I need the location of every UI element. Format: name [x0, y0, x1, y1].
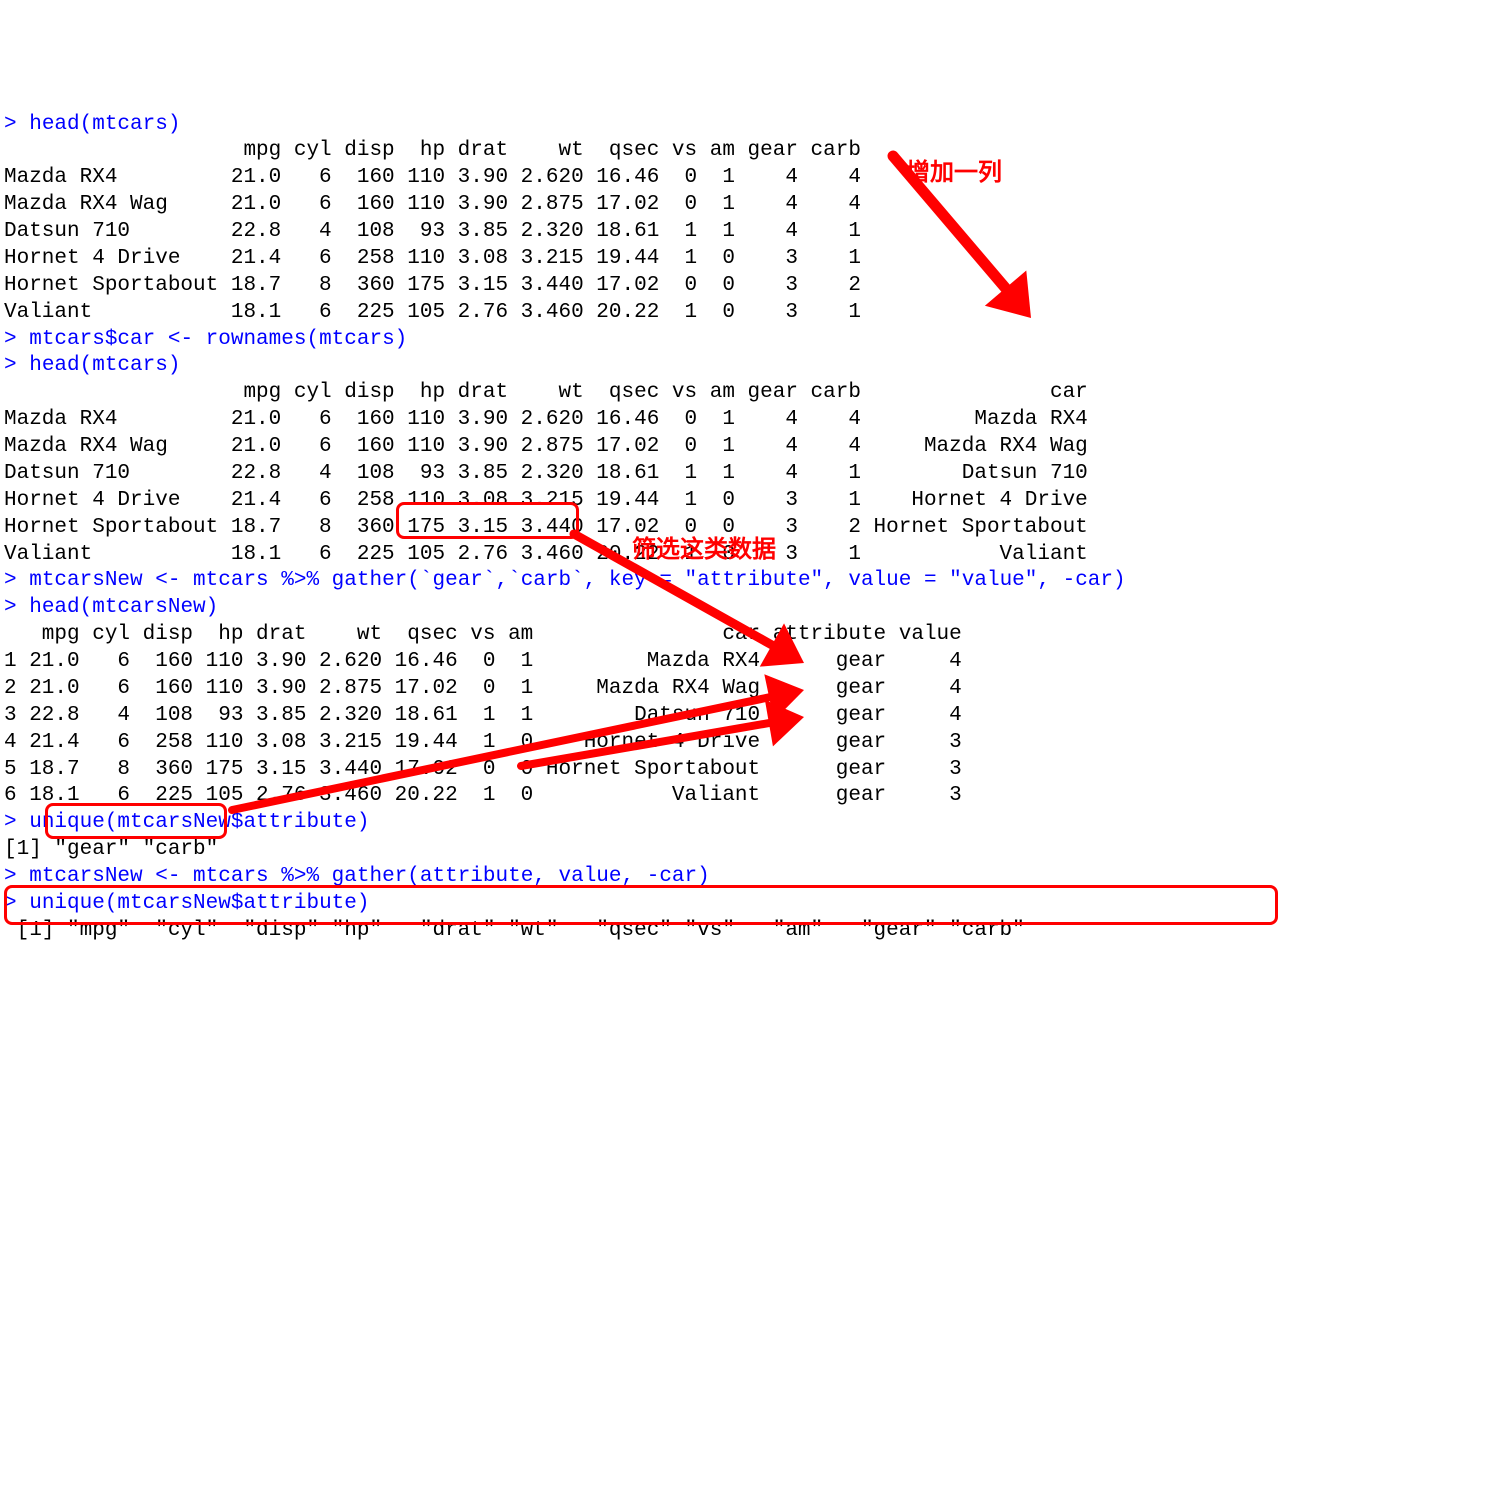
annotation-filter-data: 筛选这类数据 — [632, 535, 776, 566]
r-console-output: > head(mtcars) mpg cyl disp hp drat wt q… — [4, 112, 1500, 945]
annotation-add-column: 增加一列 — [906, 158, 1002, 189]
